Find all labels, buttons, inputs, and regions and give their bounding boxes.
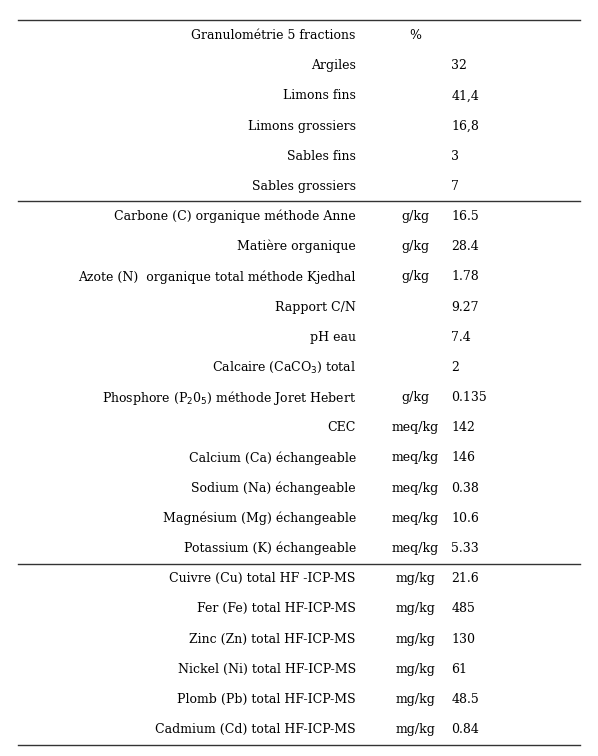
Text: Sables grossiers: Sables grossiers [252,180,356,193]
Text: 61: 61 [451,663,468,676]
Text: Matière organique: Matière organique [237,240,356,253]
Text: 0.135: 0.135 [451,391,487,404]
Text: mg/kg: mg/kg [396,633,435,646]
Text: g/kg: g/kg [401,210,430,223]
Text: Magnésium (Mg) échangeable: Magnésium (Mg) échangeable [163,512,356,525]
Text: mg/kg: mg/kg [396,572,435,585]
Text: 5.33: 5.33 [451,542,479,555]
Text: Cuivre (Cu) total HF -ICP-MS: Cuivre (Cu) total HF -ICP-MS [169,572,356,585]
Text: 2: 2 [451,361,459,374]
Text: 16,8: 16,8 [451,119,480,132]
Text: 48.5: 48.5 [451,693,479,706]
Text: Granulométrie 5 fractions: Granulométrie 5 fractions [191,29,356,42]
Text: meq/kg: meq/kg [392,421,440,434]
Text: meq/kg: meq/kg [392,451,440,464]
Text: g/kg: g/kg [401,391,430,404]
Text: 1.78: 1.78 [451,271,479,284]
Text: 21.6: 21.6 [451,572,479,585]
Text: Azote (N)  organique total méthode Kjedhal: Azote (N) organique total méthode Kjedha… [78,270,356,284]
Text: Calcaire (CaCO$_3$) total: Calcaire (CaCO$_3$) total [212,360,356,375]
Text: 28.4: 28.4 [451,240,479,253]
Text: Calcium (Ca) échangeable: Calcium (Ca) échangeable [188,451,356,465]
Text: 32: 32 [451,59,468,72]
Text: Carbone (C) organique méthode Anne: Carbone (C) organique méthode Anne [114,210,356,223]
Text: meq/kg: meq/kg [392,512,440,525]
Text: 7.4: 7.4 [451,331,471,344]
Text: 130: 130 [451,633,475,646]
Text: mg/kg: mg/kg [396,663,435,676]
Text: 485: 485 [451,603,475,615]
Text: Phosphore (P$_2$0$_5$) méthode Joret Hebert: Phosphore (P$_2$0$_5$) méthode Joret Heb… [102,389,356,407]
Text: Potassium (K) échangeable: Potassium (K) échangeable [184,542,356,555]
Text: 10.6: 10.6 [451,512,480,525]
Text: 3: 3 [451,150,459,163]
Text: meq/kg: meq/kg [392,482,440,494]
Text: Rapport C/N: Rapport C/N [275,301,356,314]
Text: g/kg: g/kg [401,271,430,284]
Text: Fer (Fe) total HF-ICP-MS: Fer (Fe) total HF-ICP-MS [197,603,356,615]
Text: meq/kg: meq/kg [392,542,440,555]
Text: Sables fins: Sables fins [287,150,356,163]
Text: g/kg: g/kg [401,240,430,253]
Text: %: % [410,29,422,42]
Text: mg/kg: mg/kg [396,603,435,615]
Text: Cadmium (Cd) total HF-ICP-MS: Cadmium (Cd) total HF-ICP-MS [155,723,356,736]
Text: 16.5: 16.5 [451,210,479,223]
Text: 0.84: 0.84 [451,723,480,736]
Text: 146: 146 [451,451,475,464]
Text: Limons fins: Limons fins [283,89,356,102]
Text: 142: 142 [451,421,475,434]
Text: 7: 7 [451,180,459,193]
Text: Nickel (Ni) total HF-ICP-MS: Nickel (Ni) total HF-ICP-MS [178,663,356,676]
Text: Limons grossiers: Limons grossiers [248,119,356,132]
Text: Argiles: Argiles [311,59,356,72]
Text: CEC: CEC [328,421,356,434]
Text: Zinc (Zn) total HF-ICP-MS: Zinc (Zn) total HF-ICP-MS [190,633,356,646]
Text: mg/kg: mg/kg [396,723,435,736]
Text: 9.27: 9.27 [451,301,479,314]
Text: mg/kg: mg/kg [396,693,435,706]
Text: 41,4: 41,4 [451,89,480,102]
Text: Sodium (Na) échangeable: Sodium (Na) échangeable [191,482,356,495]
Text: 0.38: 0.38 [451,482,480,494]
Text: pH eau: pH eau [310,331,356,344]
Text: Plomb (Pb) total HF-ICP-MS: Plomb (Pb) total HF-ICP-MS [177,693,356,706]
